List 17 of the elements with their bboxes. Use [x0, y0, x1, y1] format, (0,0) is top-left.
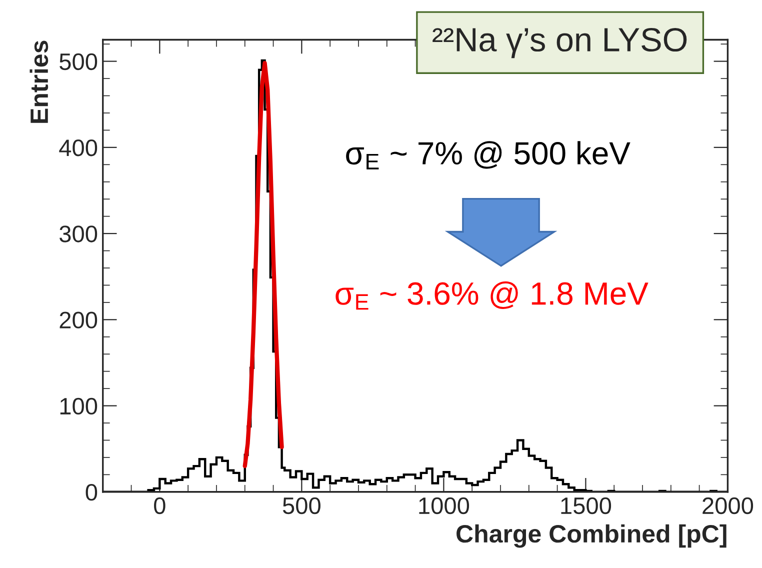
- chart-title: ²²Na γ’s on LYSO: [432, 28, 687, 58]
- x-axis-title: Charge Combined [pC]: [456, 524, 726, 548]
- y-tick-label: 400: [59, 139, 98, 156]
- y-tick-label: 300: [60, 226, 98, 242]
- annotation: σ$_{E}$ ~ 3.6% @ 1.8 MeV: [336, 281, 648, 310]
- x-tick-label: 0: [154, 497, 166, 514]
- x-tick-label: 500: [282, 497, 320, 514]
- annotation: σ$_{E}$ ~ 7% @ 500 keV: [346, 141, 630, 170]
- y-tick-label: 200: [60, 312, 98, 328]
- y-axis-title: Entries: [30, 40, 48, 123]
- x-tick-label: 2000: [702, 497, 754, 514]
- line-series: [242, 60, 284, 468]
- x-tick-label: 1000: [419, 497, 470, 514]
- x-tick-label: 1500: [561, 497, 612, 514]
- y-tick-label: 0: [86, 484, 98, 501]
- y-tick-label: 500: [60, 53, 98, 70]
- y-tick-label: 100: [60, 398, 98, 415]
